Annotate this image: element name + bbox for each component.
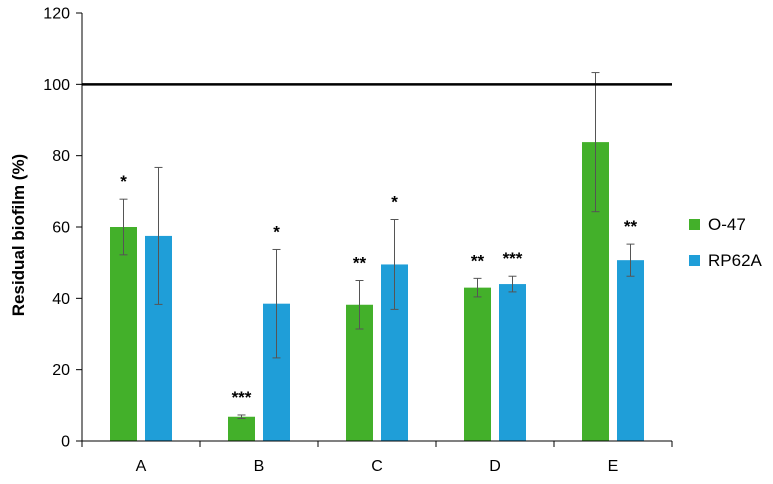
y-tick-label: 40 — [52, 291, 70, 308]
significance-label: * — [120, 172, 127, 191]
significance-labels: ********** ***** — [120, 172, 637, 407]
y-tick-label: 120 — [43, 6, 70, 23]
error-bars — [119, 72, 635, 420]
significance-label: ** — [624, 217, 638, 236]
y-tick-label: 20 — [52, 362, 70, 379]
legend-label: RP62A — [708, 251, 763, 270]
y-axis-label: Residual biofilm (%) — [9, 154, 28, 316]
x-category-label: B — [254, 458, 265, 475]
bar-o-47-a — [110, 227, 137, 441]
bar-o-47-b — [228, 416, 255, 441]
bar-rp62a-e — [617, 260, 644, 441]
bars — [110, 142, 644, 441]
y-tick-label: 80 — [52, 148, 70, 165]
y-tick-label: 100 — [43, 77, 70, 94]
x-category-label: D — [489, 458, 501, 475]
y-tick-label: 60 — [52, 220, 70, 237]
significance-label: *** — [232, 388, 252, 407]
significance-label: * — [273, 222, 280, 241]
y-tick-label: 0 — [61, 434, 70, 451]
legend-swatch — [689, 255, 700, 266]
bar-rp62a-d — [499, 284, 526, 441]
significance-label: * — [391, 193, 398, 212]
significance-label: ** — [471, 251, 485, 270]
legend-label: O-47 — [708, 215, 746, 234]
x-category-label: E — [608, 458, 619, 475]
significance-label: *** — [503, 249, 523, 268]
legend-swatch — [689, 219, 700, 230]
x-axis-category-labels: A B C D E — [81, 441, 673, 475]
legend: O-47 RP62A — [689, 215, 763, 270]
bar-o-47-d — [464, 287, 491, 441]
y-axis-ticks: 0 20 40 60 80 100 120 — [43, 6, 82, 451]
x-category-label: C — [371, 458, 383, 475]
significance-label: ** — [353, 254, 367, 273]
x-category-label: A — [136, 458, 147, 475]
